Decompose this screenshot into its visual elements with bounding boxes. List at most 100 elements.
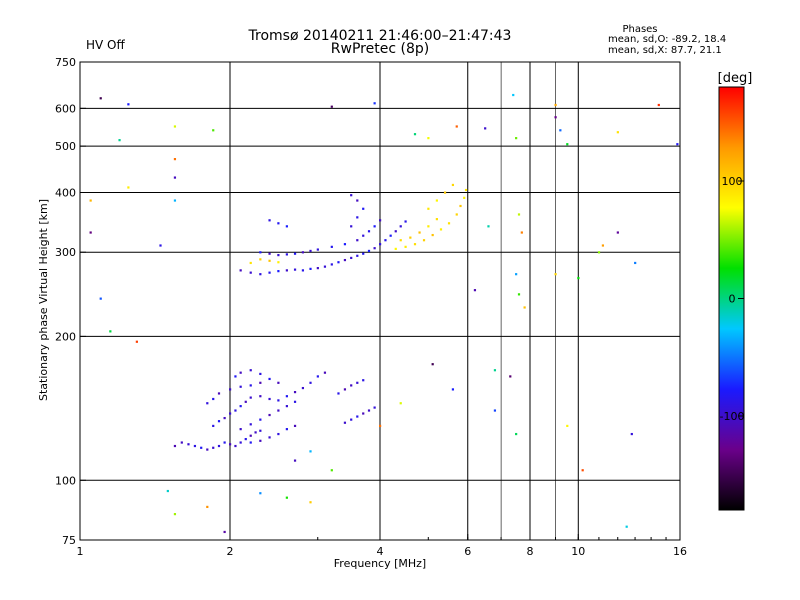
data-point: [559, 129, 562, 132]
data-point: [212, 129, 215, 132]
data-point: [285, 405, 288, 408]
data-point: [217, 420, 221, 423]
data-point: [362, 252, 365, 255]
y-tick-label: 75: [62, 534, 76, 547]
data-point: [109, 330, 112, 333]
data-point: [234, 444, 237, 448]
data-point: [625, 525, 628, 528]
x-tick-label: 10: [571, 545, 585, 558]
data-point: [356, 199, 359, 202]
data-point: [435, 218, 438, 221]
data-point: [676, 143, 679, 146]
y-tick-label: 750: [55, 56, 76, 69]
data-point: [309, 249, 312, 253]
data-point: [166, 489, 169, 493]
data-point: [356, 254, 359, 257]
grid-lines: [80, 62, 680, 540]
data-point: [118, 139, 121, 142]
data-point: [554, 116, 557, 119]
y-axis-label: Stationary phase Virtual Height [km]: [37, 199, 50, 401]
data-point: [630, 432, 633, 436]
data-point: [464, 188, 468, 192]
data-point: [399, 225, 402, 228]
data-point: [367, 249, 371, 253]
data-point: [259, 429, 262, 432]
data-point: [409, 236, 412, 239]
data-point: [259, 418, 262, 421]
y-tick-label: 500: [55, 140, 76, 153]
data-point: [512, 93, 515, 97]
data-point: [427, 207, 430, 210]
data-point: [316, 375, 319, 378]
data-point: [301, 251, 305, 254]
data-point: [285, 395, 288, 398]
data-point: [493, 409, 497, 412]
data-point: [484, 127, 487, 130]
data-point: [634, 261, 637, 265]
data-point: [379, 424, 382, 428]
data-point: [309, 267, 312, 270]
data-point: [493, 369, 497, 372]
data-point: [323, 265, 327, 268]
phase-stats-heading: Phases: [622, 24, 657, 35]
y-tick-label: 100: [55, 474, 76, 487]
data-point: [249, 261, 252, 265]
data-point: [413, 133, 417, 136]
data-point: [234, 409, 237, 412]
data-point: [384, 239, 387, 242]
data-point: [277, 409, 280, 412]
data-point: [343, 258, 347, 262]
data-point: [362, 207, 365, 210]
colorbar-label: [deg]: [718, 71, 753, 86]
data-point: [566, 143, 569, 146]
data-point: [268, 436, 271, 439]
data-point: [89, 231, 92, 234]
y-axis-ticks: 75 100 200 300 400 500 600 750: [55, 56, 86, 547]
x-axis-ticks: 1 2 4 6 8 10 16: [77, 534, 687, 558]
data-point: [99, 97, 102, 100]
data-point: [301, 386, 305, 390]
data-point: [473, 289, 477, 292]
data-point: [293, 459, 297, 462]
data-point: [217, 444, 221, 448]
data-point: [356, 415, 359, 418]
data-point: [249, 271, 252, 274]
data-point: [451, 388, 455, 391]
data-point: [187, 443, 190, 446]
data-point: [455, 213, 458, 216]
data-point: [173, 125, 177, 128]
data-point: [180, 441, 183, 444]
data-point: [367, 409, 371, 412]
colorbar-tick-label: -100: [720, 410, 745, 423]
data-point: [517, 293, 521, 296]
data-point: [259, 395, 262, 398]
data-point: [399, 239, 402, 242]
data-point: [277, 222, 280, 225]
chart-subtitle: RwPretec (8p): [331, 41, 429, 57]
data-point: [362, 379, 365, 382]
data-point: [404, 245, 407, 248]
x-tick-label: 6: [464, 545, 471, 558]
data-point: [293, 268, 297, 271]
data-point: [356, 216, 359, 219]
x-tick-label: 1: [77, 545, 84, 558]
data-point: [200, 446, 203, 449]
data-point: [451, 183, 455, 187]
x-tick-label: 2: [227, 545, 234, 558]
data-point: [239, 385, 242, 388]
data-point: [581, 469, 584, 472]
data-point: [212, 424, 215, 428]
data-point: [554, 273, 557, 276]
data-point: [330, 245, 333, 248]
data-point: [657, 103, 660, 107]
data-point: [337, 261, 340, 264]
y-tick-label: 400: [55, 186, 76, 199]
data-point: [316, 248, 319, 251]
data-point: [239, 371, 242, 374]
data-point: [229, 412, 232, 415]
data-point: [427, 137, 430, 140]
data-point: [350, 418, 353, 421]
data-point: [427, 225, 430, 228]
data-point: [515, 273, 518, 276]
